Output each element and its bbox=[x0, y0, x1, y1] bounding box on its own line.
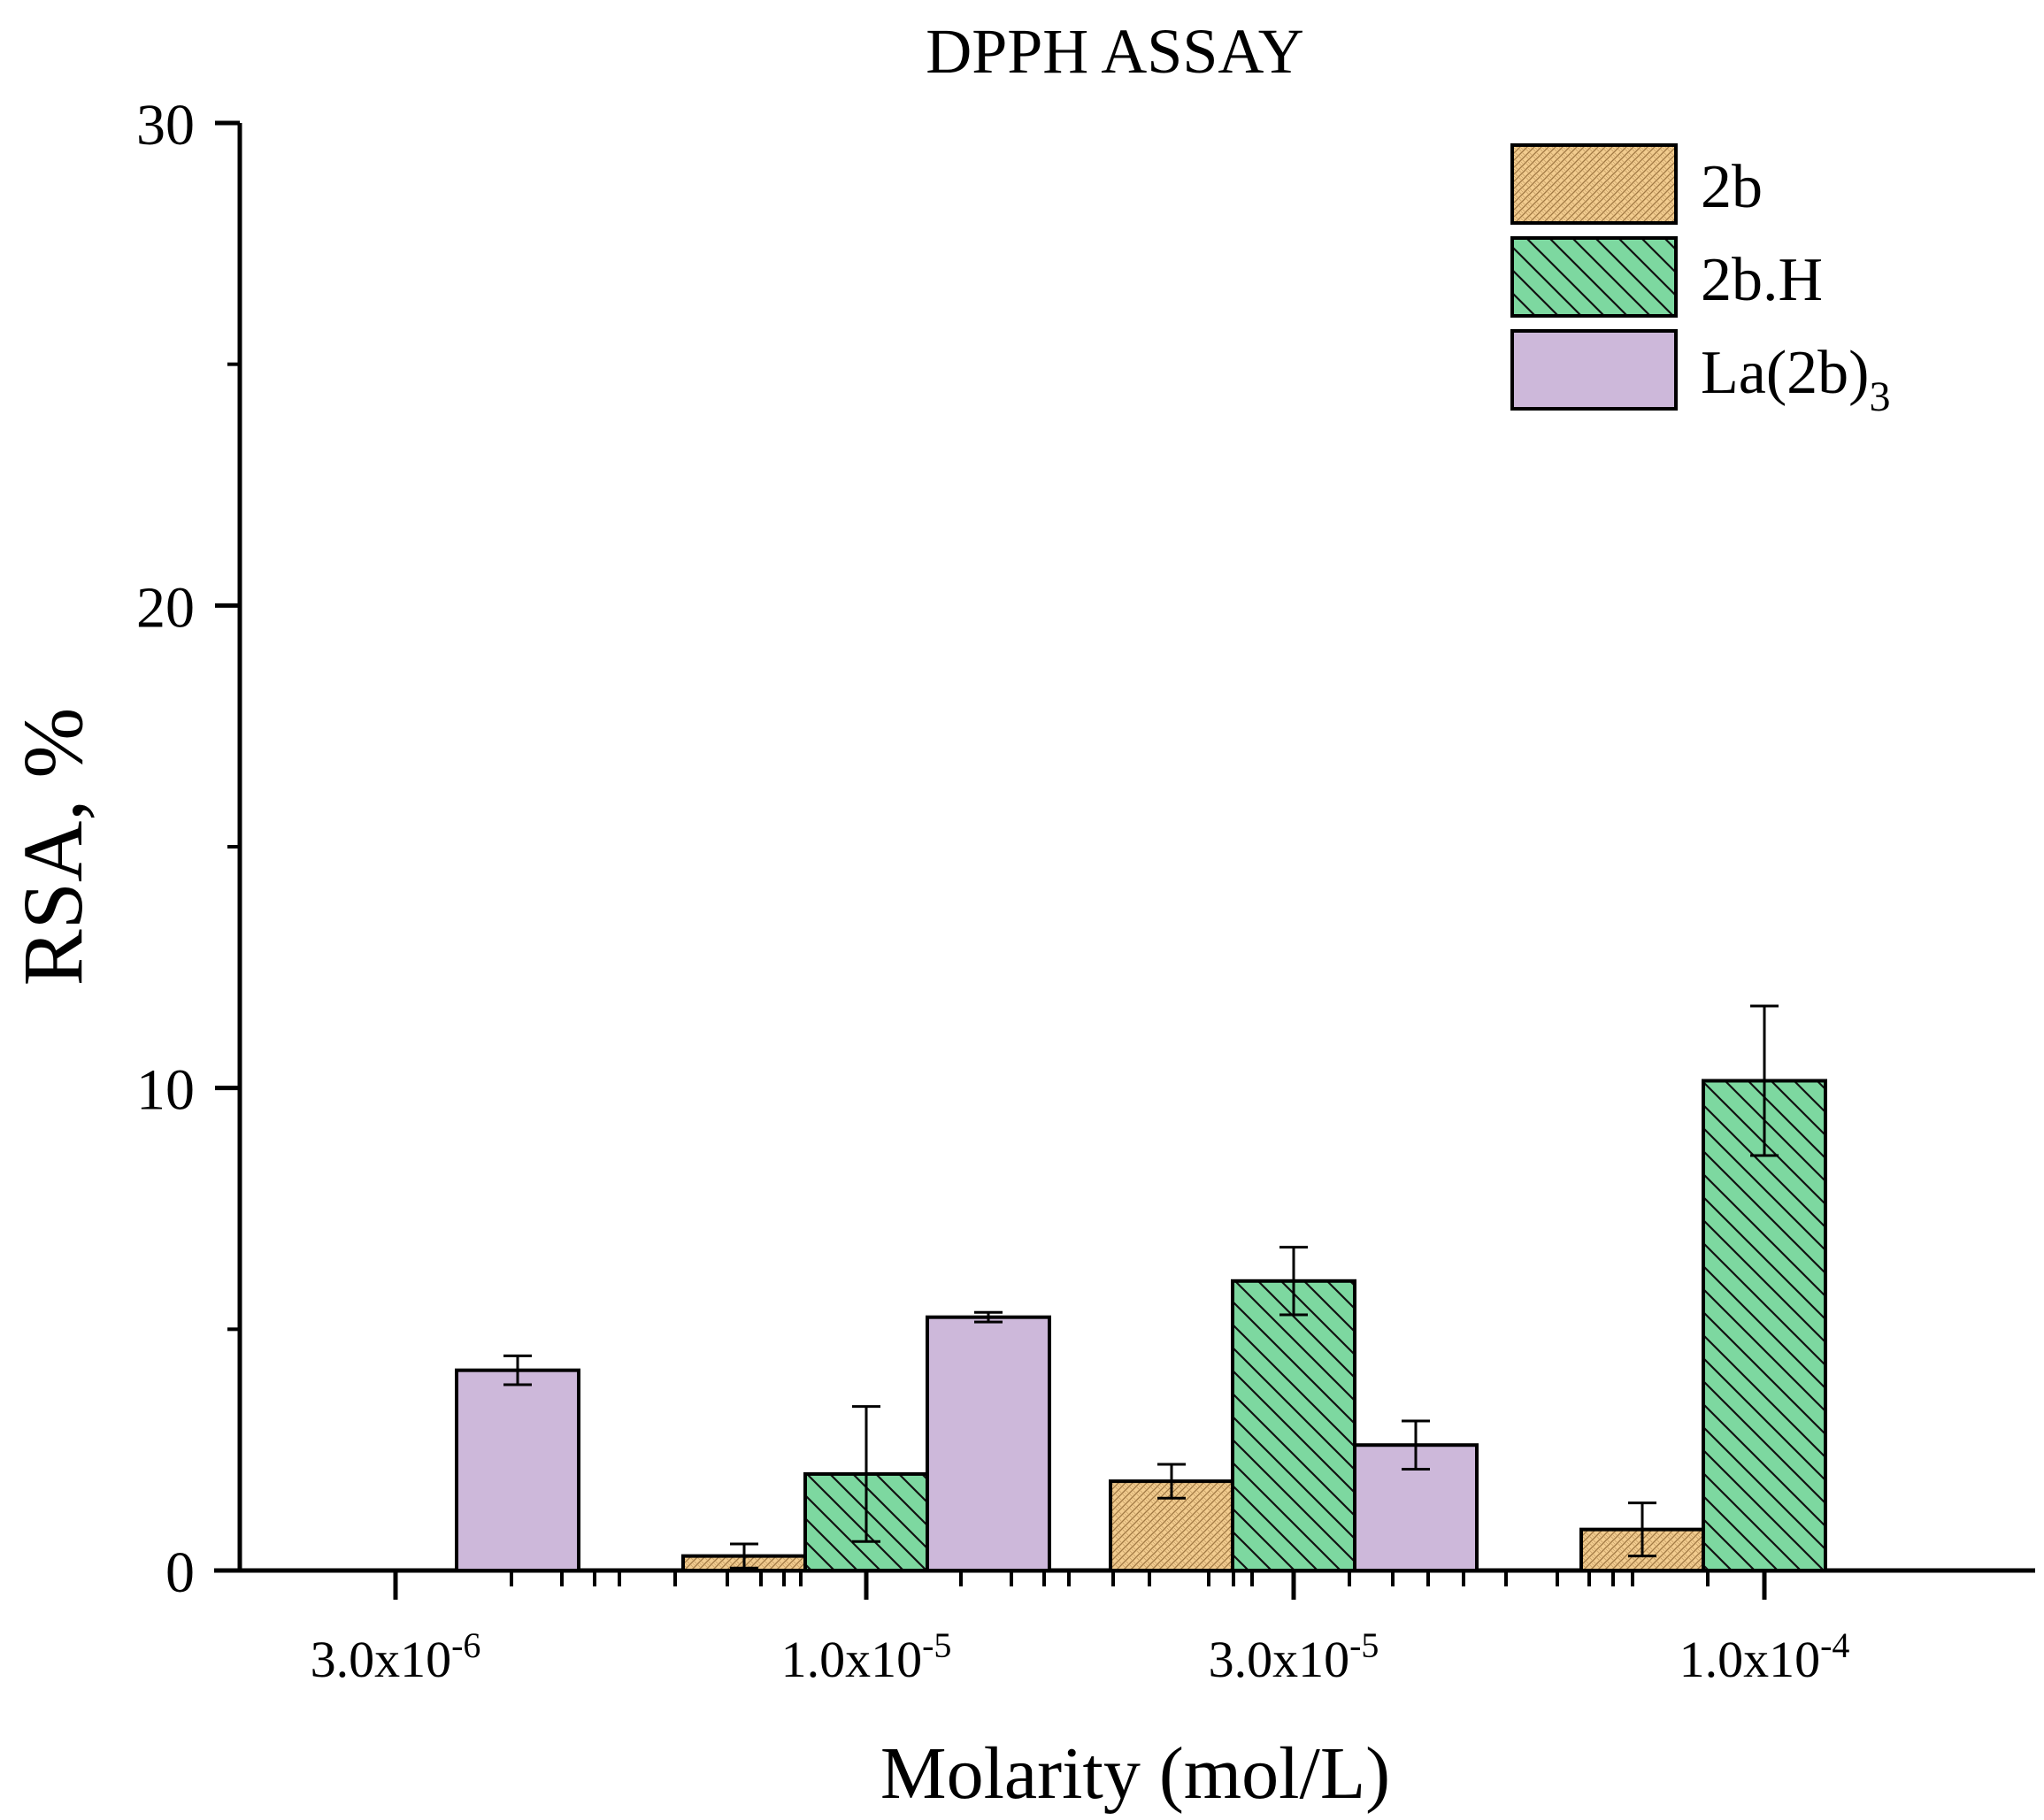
legend-label: 2b.H bbox=[1701, 246, 1823, 314]
y-tick-label: 10 bbox=[136, 1058, 195, 1123]
bar-2b-h-2 bbox=[1231, 1279, 1356, 1573]
legend-swatch bbox=[1510, 143, 1678, 225]
y-tick-label: 0 bbox=[165, 1540, 195, 1605]
legend-swatch bbox=[1510, 329, 1678, 411]
y-ticks: 0 10 20 30 bbox=[136, 93, 240, 1605]
legend-swatch bbox=[1510, 236, 1678, 318]
legend-label: La(2b)3 bbox=[1701, 339, 1890, 420]
bar-la-2b--0 bbox=[455, 1368, 580, 1572]
x-tick-label: 1.0x10-5 bbox=[781, 1625, 952, 1688]
x-tick-label: 1.0x10-4 bbox=[1679, 1625, 1850, 1688]
y-tick-label: 20 bbox=[136, 575, 195, 640]
x-axis-label: Molarity (mol/L) bbox=[880, 1732, 1390, 1815]
y-axis-label: RSA, % bbox=[5, 708, 100, 987]
error-bars bbox=[503, 1004, 1779, 1570]
chart-title: DPPH ASSAY bbox=[926, 16, 1304, 87]
x-tick-label: 3.0x10-5 bbox=[1209, 1625, 1379, 1688]
bar-la-2b--1 bbox=[926, 1315, 1051, 1572]
x-tick-label: 3.0x10-6 bbox=[311, 1625, 481, 1688]
legend: 2b 2b.H La(2b)3 bbox=[1510, 143, 1890, 420]
bars bbox=[455, 1079, 1827, 1573]
x-ticks: 3.0x10-6 1.0x10-5 3.0x10-5 1.0x10-4 bbox=[311, 1570, 1850, 1688]
legend-label: 2b bbox=[1701, 153, 1763, 221]
y-tick-label: 30 bbox=[136, 93, 195, 157]
